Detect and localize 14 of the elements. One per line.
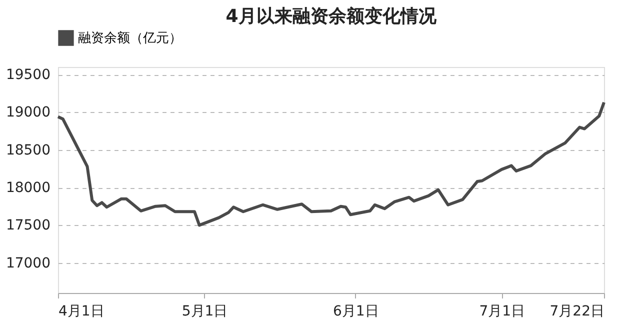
y-tick-label: 19500: [6, 67, 50, 84]
y-tick-label: 19000: [6, 104, 50, 121]
y-tick-label: 17000: [6, 255, 50, 272]
x-tick-label: 7月22日: [550, 304, 604, 320]
legend-label: 融资余额（亿元）: [78, 31, 182, 46]
x-tick-label: 7月1日: [479, 304, 526, 320]
x-tick-label: 6月1日: [332, 304, 379, 320]
y-tick-label: 18000: [6, 180, 50, 196]
y-tick-label: 17500: [6, 218, 50, 234]
x-tick-label: 4月1日: [58, 304, 104, 320]
y-tick-label: 18500: [6, 142, 50, 158]
x-tick-label: 5月1日: [182, 304, 228, 320]
line-series: [56, 100, 606, 227]
chart-title: 4月以来融资余额变化情况: [226, 6, 438, 27]
